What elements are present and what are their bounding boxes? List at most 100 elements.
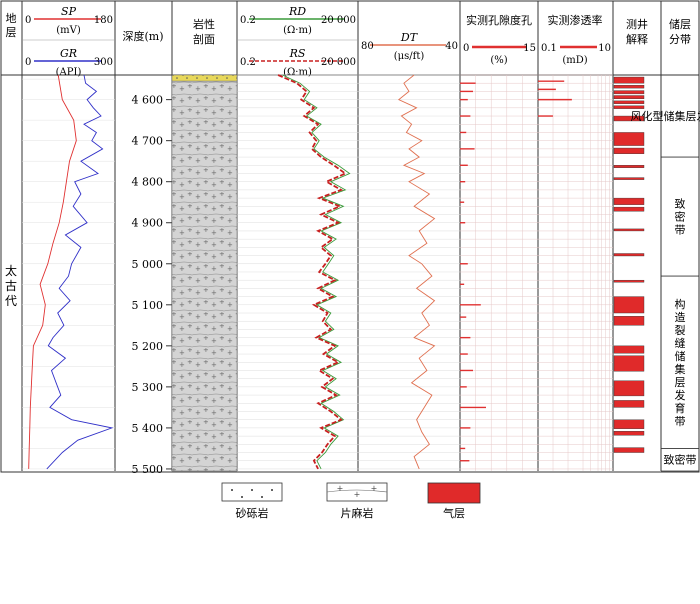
gas-layer [614, 356, 644, 372]
lithology-interval [172, 75, 237, 81]
sp-unit: (mV) [56, 25, 81, 36]
depth-tick-label: 5 300 [132, 381, 164, 394]
zone-label-char: 密 [675, 210, 686, 224]
gas-layer [614, 316, 644, 325]
svg-text:+: + [337, 484, 344, 493]
zone-label-char: 裂 [675, 324, 686, 337]
gas-layer [614, 207, 644, 211]
lith-header-1: 岩性 [193, 17, 215, 31]
depth-tick-label: 4 600 [132, 94, 164, 107]
svg-text:+: + [371, 484, 378, 493]
formation-header-char: 层 [6, 26, 17, 39]
legend: 砂砾岩 + + + 片麻岩 气层 [222, 483, 480, 520]
sp-name: SP [61, 5, 77, 18]
gas-layer [614, 106, 644, 109]
formation-column: 太古代 [5, 263, 17, 308]
legend-gas-label: 气层 [443, 506, 465, 520]
zone-label-char: 育 [675, 401, 686, 415]
zone-label-char: 储 [675, 349, 686, 363]
gr-min: 0 [25, 57, 31, 68]
rs-unit: (Ω·m) [283, 67, 312, 78]
svg-text:+: + [354, 490, 361, 499]
perm-unit: (mD) [562, 55, 587, 66]
perm-header: 实测渗透率 [548, 13, 603, 27]
depth-tick-label: 5 500 [132, 463, 164, 476]
depth-tick-label: 4 900 [132, 217, 164, 230]
gas-layer [614, 448, 644, 453]
legend-sandstone-label: 砂砾岩 [236, 506, 269, 520]
zone-label: 致密带 [664, 453, 697, 467]
gas-layer [614, 165, 644, 167]
perm-max: 10 [598, 43, 611, 54]
rs-min: 0.2 [240, 57, 256, 68]
gas-layer [614, 280, 644, 282]
gas-layer [614, 77, 644, 83]
rd-min: 0.2 [240, 15, 256, 26]
gas-layer [614, 346, 644, 353]
rd-max: 20 000 [321, 15, 356, 26]
interp-header-2: 解释 [626, 32, 648, 46]
zone-label-char: 造 [675, 310, 686, 324]
formation-name-char: 太 [5, 263, 17, 278]
legend-sandstone-swatch [222, 483, 282, 501]
depth-tick-label: 5 200 [132, 340, 164, 353]
gas-layer [614, 91, 644, 94]
zone-label-char: 集 [675, 362, 686, 376]
perm-min: 0.1 [541, 43, 557, 54]
gas-layer [614, 198, 644, 205]
zone-label-char: 层 [675, 376, 686, 389]
gas-layer [614, 178, 644, 180]
zone-label-char: 缝 [675, 336, 686, 350]
dt-max: 40 [445, 41, 458, 52]
gas-layer [614, 420, 644, 429]
zone-header-1: 储层 [669, 17, 691, 31]
formation-name-char: 古 [5, 278, 17, 293]
gas-layer [614, 297, 644, 313]
curve-gr [47, 75, 112, 469]
por-header: 实测孔隙度孔 [466, 13, 532, 27]
depth-tick-label: 5 400 [132, 422, 164, 435]
zone-label-char: 带 [675, 415, 686, 428]
zone-label-char: 发 [675, 388, 686, 402]
dt-min: 80 [361, 41, 374, 52]
depth-tick-label: 5 100 [132, 299, 164, 312]
sp-min: 0 [25, 15, 31, 26]
chart-frame [1, 1, 699, 472]
gas-layer [614, 96, 644, 99]
por-max: 15 [523, 43, 536, 54]
lith-header-2: 剖面 [193, 32, 215, 46]
legend-gas-swatch [428, 483, 480, 503]
rd-name: RD [288, 5, 306, 18]
gas-layer [614, 132, 644, 145]
gas-layer [614, 101, 644, 104]
lithology-interval [172, 81, 237, 471]
zone-header-2: 分带 [669, 33, 691, 46]
zone-label: 风化型储集层发育带 [631, 109, 700, 123]
zone-label-char: 致 [675, 197, 686, 211]
rs-name: RS [289, 47, 306, 60]
depth-tick-label: 4 800 [132, 176, 164, 189]
gas-layer [614, 381, 644, 396]
dt-name: DT [400, 31, 419, 44]
gas-layer [614, 254, 644, 256]
depth-header: 深度(m) [122, 29, 163, 43]
formation-name-char: 代 [5, 294, 17, 308]
por-min: 0 [463, 43, 469, 54]
rs-max: 20 000 [321, 57, 356, 68]
zone-label-char: 带 [675, 224, 686, 237]
dt-unit: (μs/ft) [394, 51, 425, 62]
gas-layer [614, 431, 644, 435]
gas-layer [614, 229, 644, 231]
zone-label-char: 构 [675, 297, 686, 311]
legend-gneiss-label: 片麻岩 [341, 506, 374, 520]
gas-layer [614, 85, 644, 88]
interp-header-1: 测井 [626, 17, 648, 31]
depth-tick-label: 5 000 [132, 258, 164, 271]
gr-max: 300 [94, 57, 113, 68]
depth-tick-label: 4 700 [132, 135, 164, 148]
por-unit: (%) [490, 55, 507, 66]
gas-layer [614, 148, 644, 154]
formation-header-char: 地 [6, 12, 17, 25]
